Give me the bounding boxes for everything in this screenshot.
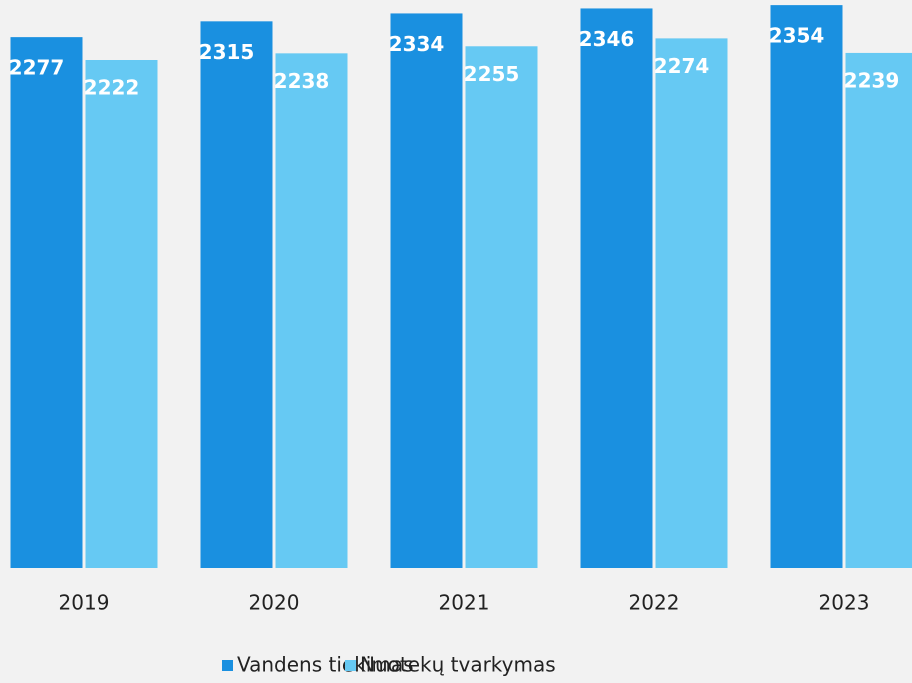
value-label: 2277	[9, 56, 65, 80]
value-label: 2238	[274, 69, 330, 93]
x-tick-label: 2019	[59, 591, 110, 615]
value-label: 2239	[844, 68, 900, 92]
value-label: 2222	[84, 75, 140, 99]
bar	[200, 21, 273, 569]
value-label: 2315	[199, 40, 255, 64]
bar	[655, 38, 728, 568]
bar	[390, 13, 463, 569]
x-tick-label: 2020	[249, 591, 300, 615]
value-label: 2334	[389, 32, 445, 56]
legend-label: Nuotekų tvarkymas	[360, 653, 556, 677]
bar	[845, 52, 912, 569]
legend-swatch	[345, 660, 356, 671]
bar	[85, 59, 158, 569]
value-label: 2346	[579, 27, 635, 51]
value-label: 2274	[654, 54, 710, 78]
x-tick-label: 2023	[819, 591, 870, 615]
bar	[465, 46, 538, 569]
bar	[10, 37, 83, 568]
x-tick-label: 2022	[629, 591, 680, 615]
bar	[275, 53, 348, 569]
legend-swatch	[222, 660, 233, 671]
value-label: 2354	[769, 24, 825, 48]
x-tick-label: 2021	[439, 591, 490, 615]
bar	[580, 8, 653, 569]
value-label: 2255	[464, 62, 520, 86]
legend-label: Vandens tiekimas	[237, 653, 414, 677]
bar	[770, 5, 843, 568]
